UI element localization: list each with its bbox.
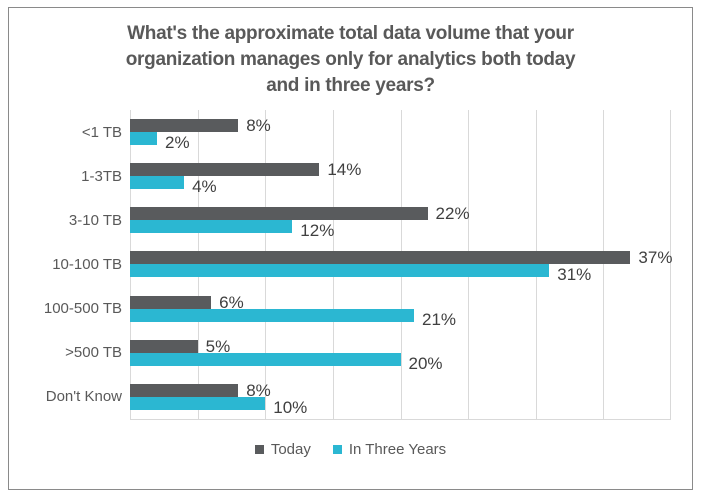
chart-title: What's the approximate total data volume…: [98, 21, 603, 100]
bar-line: 8%: [130, 380, 671, 400]
bar-group: 8% 10%: [130, 380, 671, 416]
bar-line: 10%: [130, 396, 671, 416]
chart-rows: <1 TB 8% 2% 1-3TB 14% 4% 3-10 TB 22% 12% 10-100 T…: [16, 110, 673, 419]
legend-swatch-icon: [254, 445, 264, 454]
data-label: 2%: [165, 133, 190, 153]
chart-title-line: organization manages only for analytics …: [125, 49, 576, 71]
chart-row: Don't Know 8% 10%: [16, 375, 671, 419]
data-label: 4%: [192, 177, 217, 197]
category-label: Don't Know: [45, 388, 122, 406]
bar-in-three-years: [130, 132, 158, 146]
bar-in-three-years: [130, 396, 266, 410]
bar-line: 20%: [130, 352, 671, 372]
bar-group: 22% 12%: [130, 204, 671, 239]
bar-today: [130, 339, 198, 353]
category-label: 1-3TB: [81, 167, 122, 185]
bar-today: [130, 251, 631, 265]
data-label: 6%: [219, 292, 244, 312]
bar-in-three-years: [130, 220, 293, 234]
gridline: [670, 110, 671, 420]
legend-item-today: Today: [254, 441, 311, 458]
bar-group: 6% 21%: [130, 292, 671, 328]
data-label: 14%: [327, 160, 362, 180]
data-label: 31%: [557, 265, 592, 285]
data-label: 20%: [408, 353, 443, 373]
data-label: 8%: [246, 380, 271, 400]
chart-row: >500 TB 5% 20%: [16, 331, 671, 375]
bar-line: 5%: [130, 336, 671, 356]
bar-line: 22%: [130, 204, 671, 224]
category-label: 3-10 TB: [68, 211, 122, 229]
bar-in-three-years: [130, 264, 550, 278]
chart-row: 1-3TB 14% 4%: [16, 154, 671, 198]
bar-line: 6%: [130, 292, 671, 312]
category-label: 10-100 TB: [52, 255, 122, 273]
bar-line: 21%: [130, 308, 671, 328]
bar-line: 8%: [130, 116, 671, 136]
bar-in-three-years: [130, 308, 415, 322]
legend-item-in-three-years: In Three Years: [332, 441, 447, 458]
bar-today: [130, 163, 320, 177]
chart-row: 100-500 TB 6% 21%: [16, 287, 671, 331]
chart-title-line: What's the approximate total data volume…: [127, 23, 574, 44]
bar-line: 12%: [130, 220, 671, 239]
bar-line: 4%: [130, 176, 671, 195]
bar-today: [130, 119, 239, 133]
chart-title-line: and in three years?: [266, 75, 435, 97]
bar-line: 31%: [130, 264, 671, 283]
bar-today: [130, 383, 239, 397]
category-label: 100-500 TB: [43, 300, 122, 318]
gridline: [603, 110, 605, 420]
bar-today: [130, 207, 428, 221]
data-label: 22%: [435, 204, 470, 224]
chart-row: <1 TB 8% 2%: [16, 110, 671, 154]
bar-line: 2%: [130, 132, 671, 151]
data-label: 8%: [246, 116, 271, 136]
bar-in-three-years: [130, 352, 401, 366]
bar-group: 37% 31%: [130, 248, 673, 283]
chart-row: 10-100 TB 37% 31%: [16, 242, 673, 286]
bar-in-three-years: [130, 176, 185, 190]
bar-group: 14% 4%: [130, 160, 671, 195]
data-label: 21%: [422, 309, 457, 329]
chart-legend: Today In Three Years: [0, 441, 701, 458]
data-label: 12%: [300, 221, 335, 241]
data-label: 37%: [638, 248, 673, 268]
legend-label: Today: [270, 441, 311, 458]
bar-group: 5% 20%: [130, 336, 671, 372]
bar-group: 8% 2%: [130, 116, 671, 151]
legend-swatch-icon: [332, 445, 342, 454]
data-label: 5%: [205, 336, 231, 356]
chart-row: 3-10 TB 22% 12%: [16, 198, 671, 242]
data-label: 10%: [273, 397, 308, 417]
bar-today: [130, 295, 212, 309]
category-label: <1 TB: [81, 123, 122, 141]
bar-line: 37%: [130, 248, 673, 268]
chart-frame: [8, 7, 693, 490]
legend-label: In Three Years: [348, 441, 447, 458]
bar-line: 14%: [130, 160, 671, 180]
category-label: >500 TB: [65, 344, 122, 362]
